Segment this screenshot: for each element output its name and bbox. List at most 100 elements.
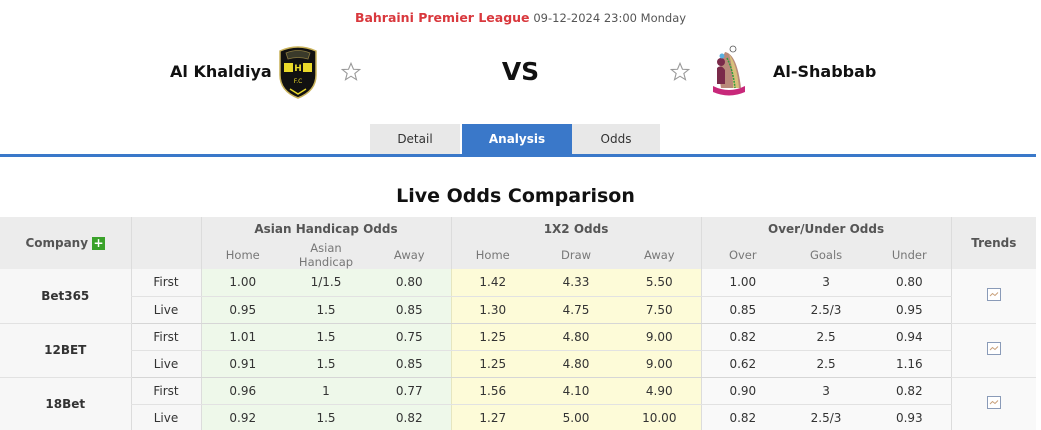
company-name[interactable]: 12BET xyxy=(0,323,131,378)
tab-odds[interactable]: Odds xyxy=(572,124,660,155)
ou-under-header: Under xyxy=(868,241,952,269)
trends-cell xyxy=(950,323,1037,378)
match-tabs: Detail Analysis Odds xyxy=(370,124,660,155)
x12-home-odds[interactable]: 1.25 xyxy=(450,323,535,351)
tab-detail[interactable]: Detail xyxy=(370,124,460,155)
company-name[interactable]: Bet365 xyxy=(0,269,131,324)
ah-handicap[interactable]: 1.5 xyxy=(284,323,368,351)
company-header-label: Company xyxy=(25,236,89,250)
ah-home-header: Home xyxy=(200,241,284,269)
ou-over-odds[interactable]: 0.62 xyxy=(700,350,785,378)
x12-home-header: Home xyxy=(450,241,535,269)
away-team-logo-icon xyxy=(713,45,745,96)
ou-goals[interactable]: 2.5/3 xyxy=(784,296,869,324)
add-company-icon[interactable]: + xyxy=(92,236,106,250)
x12-home-odds[interactable]: 1.25 xyxy=(450,350,535,378)
odds-kind: Live xyxy=(130,404,201,430)
x12-draw-odds[interactable]: 4.75 xyxy=(534,296,619,324)
home-team-logo-icon: H F.C xyxy=(279,46,317,99)
ou-over-odds[interactable]: 0.85 xyxy=(700,296,785,324)
x12-away-odds[interactable]: 9.00 xyxy=(618,323,702,351)
x12-away-odds[interactable]: 10.00 xyxy=(618,404,702,430)
svg-text:F.C: F.C xyxy=(294,78,303,85)
ou-under-odds[interactable]: 0.95 xyxy=(868,296,952,324)
ou-under-odds[interactable]: 0.94 xyxy=(868,323,952,351)
ah-away-odds[interactable]: 0.82 xyxy=(368,404,452,430)
ah-handicap[interactable]: 1.5 xyxy=(284,404,368,430)
away-team-name[interactable]: Al-Shabbab xyxy=(773,62,877,81)
x12-draw-odds[interactable]: 5.00 xyxy=(534,404,619,430)
x12-home-odds[interactable]: 1.27 xyxy=(450,404,535,430)
ah-away-header: Away xyxy=(368,241,452,269)
x12-away-odds[interactable]: 5.50 xyxy=(618,269,702,297)
over-under-header: Over/Under Odds xyxy=(700,217,952,241)
trend-chart-icon[interactable] xyxy=(986,396,1001,409)
ah-handicap[interactable]: 1 xyxy=(284,377,368,405)
x12-draw-odds[interactable]: 4.33 xyxy=(534,269,619,297)
ou-under-odds[interactable]: 0.93 xyxy=(868,404,952,430)
x12-home-odds[interactable]: 1.56 xyxy=(450,377,535,405)
ah-home-odds[interactable]: 1.00 xyxy=(200,269,284,297)
1x2-header: 1X2 Odds xyxy=(450,217,702,241)
asian-handicap-header: Asian Handicap Odds xyxy=(200,217,452,241)
x12-away-odds[interactable]: 7.50 xyxy=(618,296,702,324)
ou-over-odds[interactable]: 1.00 xyxy=(700,269,785,297)
ah-away-odds[interactable]: 0.77 xyxy=(368,377,452,405)
svg-text:H: H xyxy=(294,64,302,74)
ah-away-odds[interactable]: 0.80 xyxy=(368,269,452,297)
x12-draw-odds[interactable]: 4.80 xyxy=(534,323,619,351)
odds-kind: First xyxy=(130,269,201,297)
ou-over-odds[interactable]: 0.82 xyxy=(700,323,785,351)
table-row: Live 0.95 1.5 0.85 1.30 4.75 7.50 0.85 2… xyxy=(0,296,1036,324)
match-header: Bahraini Premier League 09-12-2024 23:00… xyxy=(0,10,1041,25)
table-row: Live 0.92 1.5 0.82 1.27 5.00 10.00 0.82 … xyxy=(0,404,1036,430)
x12-away-odds[interactable]: 9.00 xyxy=(618,350,702,378)
ah-away-odds[interactable]: 0.85 xyxy=(368,350,452,378)
x12-home-odds[interactable]: 1.42 xyxy=(450,269,535,297)
ah-away-odds[interactable]: 0.75 xyxy=(368,323,452,351)
kind-header xyxy=(130,217,201,269)
home-team-name[interactable]: Al Khaldiya xyxy=(170,62,272,81)
match-datetime: 09-12-2024 23:00 Monday xyxy=(533,11,687,25)
ou-over-odds[interactable]: 0.82 xyxy=(700,404,785,430)
league-name[interactable]: Bahraini Premier League xyxy=(354,10,530,25)
odds-kind: Live xyxy=(130,350,201,378)
ou-goals[interactable]: 2.5 xyxy=(784,323,869,351)
ou-under-odds[interactable]: 0.82 xyxy=(868,377,952,405)
ou-goals[interactable]: 3 xyxy=(784,377,869,405)
odds-kind: First xyxy=(130,323,201,351)
company-name[interactable]: 18Bet xyxy=(0,377,131,430)
section-title: Live Odds Comparison xyxy=(396,185,635,207)
trends-cell xyxy=(950,269,1037,324)
tab-underline-divider xyxy=(0,154,1036,157)
ou-over-header: Over xyxy=(700,241,785,269)
trend-chart-icon[interactable] xyxy=(986,342,1001,355)
ah-home-odds[interactable]: 1.01 xyxy=(200,323,284,351)
ah-home-odds[interactable]: 0.92 xyxy=(200,404,284,430)
ou-goals[interactable]: 3 xyxy=(784,269,869,297)
tab-analysis[interactable]: Analysis xyxy=(462,124,572,155)
x12-home-odds[interactable]: 1.30 xyxy=(450,296,535,324)
ou-under-odds[interactable]: 1.16 xyxy=(868,350,952,378)
odds-kind: First xyxy=(130,377,201,405)
table-row: Bet365 First 1.00 1/1.5 0.80 1.42 4.33 5… xyxy=(0,269,1037,324)
x12-draw-header: Draw xyxy=(534,241,619,269)
ah-home-odds[interactable]: 0.91 xyxy=(200,350,284,378)
trend-chart-icon[interactable] xyxy=(986,287,1001,301)
ah-home-odds[interactable]: 0.95 xyxy=(200,296,284,324)
x12-away-odds[interactable]: 4.90 xyxy=(618,377,702,405)
ah-away-odds[interactable]: 0.85 xyxy=(368,296,452,324)
ah-handicap[interactable]: 1.5 xyxy=(284,350,368,378)
x12-draw-odds[interactable]: 4.80 xyxy=(534,350,619,378)
ah-home-odds[interactable]: 0.96 xyxy=(200,377,284,405)
ah-handicap[interactable]: 1.5 xyxy=(284,296,368,324)
ou-under-odds[interactable]: 0.80 xyxy=(868,269,952,297)
ou-goals[interactable]: 2.5 xyxy=(784,350,869,378)
ah-handicap[interactable]: 1/1.5 xyxy=(284,269,368,297)
favorite-star-away-icon[interactable] xyxy=(669,61,691,83)
ou-over-odds[interactable]: 0.90 xyxy=(700,377,785,405)
ou-goals[interactable]: 2.5/3 xyxy=(784,404,869,430)
company-header: Company + xyxy=(0,217,131,269)
x12-draw-odds[interactable]: 4.10 xyxy=(534,377,619,405)
favorite-star-home-icon[interactable] xyxy=(340,61,362,83)
